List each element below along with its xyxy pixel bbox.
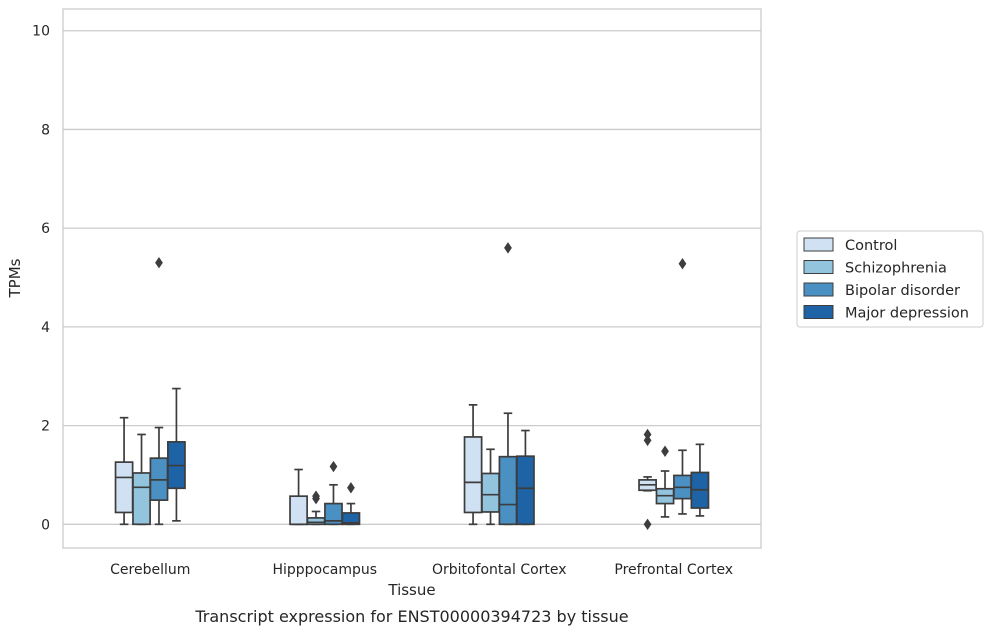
box-major-depression	[690, 443, 710, 517]
outlier-point	[678, 257, 687, 270]
outlier-point	[643, 434, 652, 447]
legend-label: Control	[845, 238, 897, 254]
outlier-point	[312, 490, 320, 502]
y-tick-label: 8	[41, 122, 50, 138]
y-tick-label: 6	[41, 221, 50, 237]
box-body	[289, 495, 308, 526]
outlier-point	[155, 256, 163, 269]
box-major-depression	[516, 429, 535, 526]
box-control	[638, 428, 657, 531]
y-tick-label: 0	[41, 517, 50, 533]
outlier-point	[504, 242, 512, 254]
box-bipolar-disorder	[498, 242, 518, 526]
outlier-point	[643, 518, 652, 531]
y-tick-label: 10	[32, 24, 50, 40]
axis-layer: 0 2 4 6 8 10 Cerebellum Hipppocampus Orbitofonta…	[32, 24, 733, 578]
plot-frame	[62, 8, 762, 549]
legend-items: Control Schizophrenia Bipolar disorder Majo…	[803, 237, 969, 322]
box-schizophrenia	[655, 445, 675, 518]
legend-label: Bipolar disorder	[845, 283, 960, 299]
outlier-point	[643, 428, 652, 441]
legend-swatch	[803, 237, 834, 252]
box-schizophrenia	[132, 433, 151, 526]
box-major-depression	[167, 387, 186, 522]
x-tick-label: Cerebellum	[110, 562, 190, 578]
legend-swatch	[803, 282, 834, 297]
box-control	[463, 404, 483, 526]
box-layer	[114, 242, 710, 531]
legend-swatch	[803, 305, 834, 319]
box-bipolar-disorder	[149, 256, 169, 526]
box-body	[516, 455, 535, 526]
box-bipolar-disorder	[324, 460, 343, 526]
box-body	[481, 472, 500, 513]
y-tick-label: 4	[41, 320, 50, 336]
legend-label: Schizophrenia	[845, 261, 947, 277]
box-control	[289, 468, 308, 526]
x-tick-label: Orbitofontal Cortex	[432, 562, 567, 578]
x-tick-label: Hipppocampus	[272, 562, 377, 578]
box-body	[114, 461, 134, 514]
x-tick-label: Prefrontal Cortex	[614, 562, 733, 578]
outlier-point	[329, 460, 338, 473]
box-control	[114, 416, 134, 526]
x-axis-title: Tissue	[387, 581, 435, 599]
outlier-point	[661, 445, 669, 457]
legend: Control Schizophrenia Bipolar disorder Majo…	[796, 230, 984, 328]
legend-frame	[796, 230, 984, 328]
box-body	[463, 436, 483, 514]
box-schizophrenia	[306, 490, 326, 526]
y-tick-label: 2	[41, 419, 50, 435]
legend-swatch	[803, 260, 834, 274]
outlier-point	[347, 482, 355, 494]
box-schizophrenia	[481, 448, 500, 526]
box-body	[341, 512, 361, 526]
box-body	[498, 455, 518, 526]
chart-caption: Transcript expression for ENST0000039472…	[194, 607, 628, 626]
box-bipolar-disorder	[673, 257, 692, 515]
box-body	[132, 472, 151, 526]
box-body	[306, 517, 326, 526]
legend-label: Major depression	[845, 306, 969, 322]
y-axis-title: TPMs	[6, 258, 24, 298]
box-major-depression	[341, 482, 361, 526]
